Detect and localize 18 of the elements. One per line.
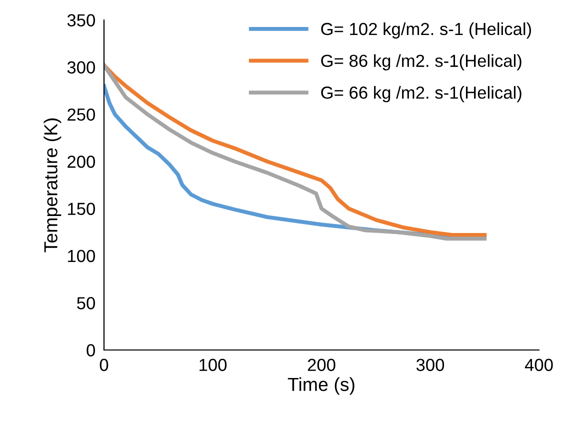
- y-tick-label: 50: [77, 297, 95, 310]
- x-tick-label: 300: [416, 358, 444, 372]
- x-tick-label: 0: [100, 358, 108, 372]
- y-tick-label: 0: [86, 344, 95, 356]
- y-tick-label: 300: [67, 61, 95, 74]
- y-axis-title: Temperature (K): [44, 118, 62, 252]
- y-tick-label: 250: [68, 108, 95, 121]
- y-tick-label: 200: [68, 156, 95, 168]
- legend-label: G= 102 kg/m2. s-1 (Helical): [321, 22, 532, 39]
- y-tick-label: 100: [68, 250, 95, 262]
- x-tick-label: 200: [308, 358, 336, 372]
- x-tick-label: 100: [200, 358, 227, 372]
- x-axis-title: Time (s): [288, 377, 354, 395]
- legend-label: G= 86 kg /m2. s-1(Helical): [321, 54, 522, 70]
- y-tick-label: 150: [68, 202, 95, 216]
- y-tick-label: 350: [67, 14, 95, 26]
- legend-label: G= 66 kg /m2. s-1(Helical): [321, 86, 522, 102]
- x-tick-label: 400: [524, 358, 553, 372]
